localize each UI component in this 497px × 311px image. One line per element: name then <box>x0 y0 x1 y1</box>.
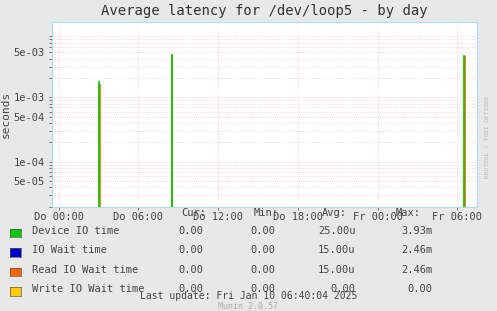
Text: RRDTOOL / TOBI OETIKER: RRDTOOL / TOBI OETIKER <box>485 95 490 178</box>
Text: Max:: Max: <box>396 208 420 218</box>
Text: 15.00u: 15.00u <box>318 265 355 275</box>
Text: 0.00: 0.00 <box>179 284 204 294</box>
Y-axis label: seconds: seconds <box>0 91 10 138</box>
Text: 0.00: 0.00 <box>251 225 276 235</box>
Text: 15.00u: 15.00u <box>318 245 355 255</box>
Text: 0.00: 0.00 <box>179 225 204 235</box>
Text: Device IO time: Device IO time <box>32 225 120 235</box>
Text: 0.00: 0.00 <box>179 265 204 275</box>
Text: Cur:: Cur: <box>181 208 206 218</box>
Text: 0.00: 0.00 <box>179 245 204 255</box>
Text: Last update: Fri Jan 10 06:40:04 2025: Last update: Fri Jan 10 06:40:04 2025 <box>140 290 357 300</box>
Title: Average latency for /dev/loop5 - by day: Average latency for /dev/loop5 - by day <box>101 4 428 18</box>
Text: 0.00: 0.00 <box>331 284 355 294</box>
Text: Avg:: Avg: <box>322 208 347 218</box>
Text: Read IO Wait time: Read IO Wait time <box>32 265 139 275</box>
Text: 25.00u: 25.00u <box>318 225 355 235</box>
Text: 0.00: 0.00 <box>251 245 276 255</box>
Text: Min:: Min: <box>253 208 278 218</box>
Text: 0.00: 0.00 <box>251 284 276 294</box>
Text: 2.46m: 2.46m <box>401 245 432 255</box>
Text: 0.00: 0.00 <box>251 265 276 275</box>
Text: Write IO Wait time: Write IO Wait time <box>32 284 145 294</box>
Text: 3.93m: 3.93m <box>401 225 432 235</box>
Text: 2.46m: 2.46m <box>401 265 432 275</box>
Text: Munin 2.0.57: Munin 2.0.57 <box>219 301 278 310</box>
Text: IO Wait time: IO Wait time <box>32 245 107 255</box>
Text: 0.00: 0.00 <box>408 284 432 294</box>
